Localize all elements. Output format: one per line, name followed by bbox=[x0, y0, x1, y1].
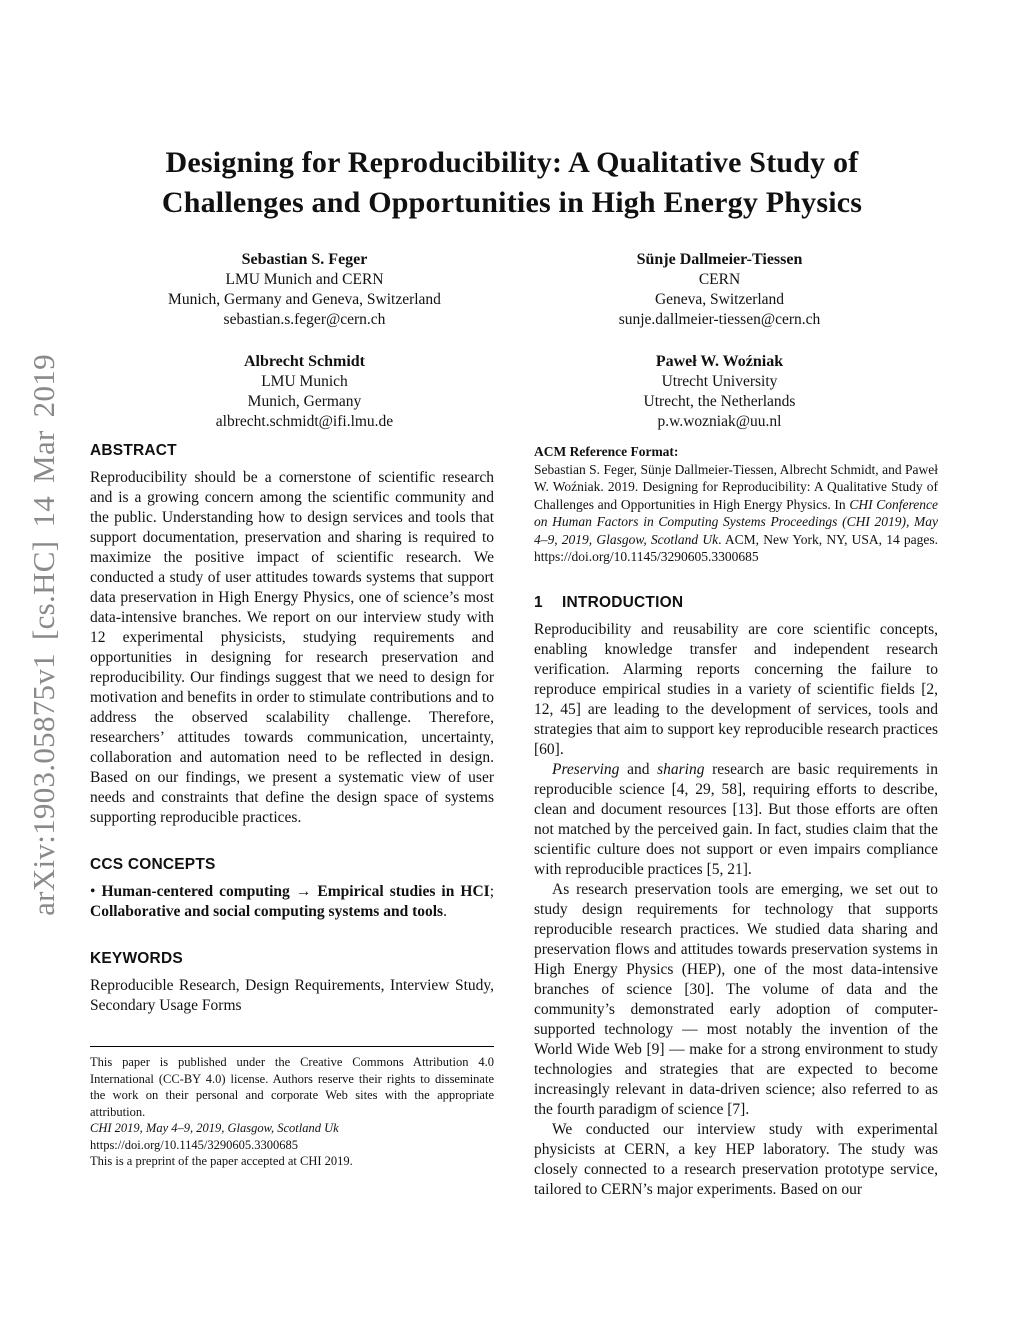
author-affiliation: LMU Munich bbox=[261, 373, 348, 390]
author-affiliation: Utrecht University bbox=[661, 373, 778, 390]
author-location: Utrecht, the Netherlands bbox=[643, 393, 796, 410]
ccs-separator: ; bbox=[489, 883, 494, 900]
author-email: sebastian.s.feger@cern.ch bbox=[223, 311, 386, 328]
intro-p2-rest: research are basic requirements in repro… bbox=[534, 760, 938, 878]
author-block-wozniak: Paweł W. Woźniak Utrecht University Utre… bbox=[512, 351, 927, 432]
author-email: albrecht.schmidt@ifi.lmu.de bbox=[215, 413, 394, 430]
footnote-venue: CHI 2019, May 4–9, 2019, Glasgow, Scotla… bbox=[90, 1121, 339, 1135]
ccs-period: . bbox=[443, 903, 447, 920]
author-location: Geneva, Switzerland bbox=[654, 291, 785, 308]
author-block-feger: Sebastian S. Feger LMU Munich and CERN M… bbox=[97, 249, 512, 330]
section-heading-introduction: 1 INTRODUCTION bbox=[534, 593, 938, 613]
footnote-preprint-note: This is a preprint of the paper accepted… bbox=[90, 1154, 353, 1168]
intro-p2-mid: and bbox=[619, 760, 658, 778]
ccs-bullet: • bbox=[90, 883, 102, 900]
author-name: Sünje Dallmeier-Tiessen bbox=[636, 251, 803, 268]
acm-reference-text: Sebastian S. Feger, Sünje Dallmeier-Ties… bbox=[534, 461, 938, 566]
footnote-doi-link: https://doi.org/10.1145/3290605.3300685 bbox=[90, 1137, 298, 1152]
author-email: p.w.wozniak@uu.nl bbox=[657, 413, 782, 430]
paper-title: Designing for Reproducibility: A Qualita… bbox=[0, 143, 1024, 223]
ccs-concept-2: Empirical studies in HCI bbox=[317, 883, 490, 900]
intro-paragraph-4: We conducted our interview study with ex… bbox=[534, 1120, 938, 1198]
author-affiliation: CERN bbox=[698, 271, 741, 288]
ccs-concept-1: Human-centered computing bbox=[101, 883, 290, 900]
author-email: sunje.dallmeier-tiessen@cern.ch bbox=[618, 311, 821, 328]
keywords-heading: KEYWORDS bbox=[90, 950, 183, 967]
author-name: Paweł W. Woźniak bbox=[655, 353, 784, 370]
intro-paragraph-3: As research preservation tools are emerg… bbox=[534, 880, 938, 1118]
abstract-heading: ABSTRACT bbox=[90, 442, 177, 459]
two-column-body: ABSTRACT Reproducibility should be a cor… bbox=[90, 441, 938, 1200]
author-block-schmidt: Albrecht Schmidt LMU Munich Munich, Germ… bbox=[97, 351, 512, 432]
license-footnote: This paper is published under the Creati… bbox=[90, 1046, 494, 1170]
abstract-text: Reproducibility should be a cornerstone … bbox=[90, 469, 494, 826]
arxiv-watermark: arXiv:1903.05875v1 [cs.HC] 14 Mar 2019 bbox=[26, 354, 61, 916]
paper-title-line1: Designing for Reproducibility: A Qualita… bbox=[165, 146, 859, 179]
keywords-text: Reproducible Research, Design Requiremen… bbox=[90, 977, 494, 1014]
ccs-heading: CCS CONCEPTS bbox=[90, 856, 216, 873]
intro-p2-italic-preserving: Preserving bbox=[552, 760, 620, 778]
author-name: Albrecht Schmidt bbox=[243, 353, 366, 370]
intro-paragraph-1: Reproducibility and reusability are core… bbox=[534, 620, 938, 758]
right-column: ACM Reference Format: Sebastian S. Feger… bbox=[534, 441, 938, 1200]
acm-ref-authors: Sebastian S. Feger, Sünje Dallmeier-Ties… bbox=[534, 461, 938, 512]
authors-grid: Sebastian S. Feger LMU Munich and CERN M… bbox=[97, 249, 927, 432]
paper-title-line2: Challenges and Opportunities in High Ene… bbox=[161, 186, 863, 219]
footnote-license-text: This paper is published under the Creati… bbox=[90, 1055, 494, 1119]
author-affiliation: LMU Munich and CERN bbox=[225, 271, 384, 288]
acm-ref-publisher-doi: . ACM, New York, NY, USA, 14 pages. http… bbox=[534, 531, 938, 565]
ccs-concept-3: Collaborative and social computing syste… bbox=[90, 903, 444, 920]
footnote-rule bbox=[90, 1046, 494, 1047]
acm-reference-heading: ACM Reference Format: bbox=[534, 444, 679, 459]
intro-paragraph-2: Preserving and sharing research are basi… bbox=[534, 760, 938, 880]
author-location: Munich, Germany bbox=[247, 393, 362, 410]
left-column: ABSTRACT Reproducibility should be a cor… bbox=[90, 441, 494, 1200]
author-block-dallmeier-tiessen: Sünje Dallmeier-Tiessen CERN Geneva, Swi… bbox=[512, 249, 927, 330]
ccs-arrow: → bbox=[289, 883, 318, 900]
ccs-text: • Human-centered computing → Empirical s… bbox=[90, 882, 494, 922]
author-location: Munich, Germany and Geneva, Switzerland bbox=[168, 291, 441, 308]
author-name: Sebastian S. Feger bbox=[241, 251, 368, 268]
section-title: INTRODUCTION bbox=[562, 593, 684, 611]
section-number: 1 bbox=[534, 593, 543, 611]
intro-p2-italic-sharing: sharing bbox=[657, 760, 705, 778]
acm-ref-venue: CHI Conference on Human Factors in Compu… bbox=[534, 496, 938, 547]
